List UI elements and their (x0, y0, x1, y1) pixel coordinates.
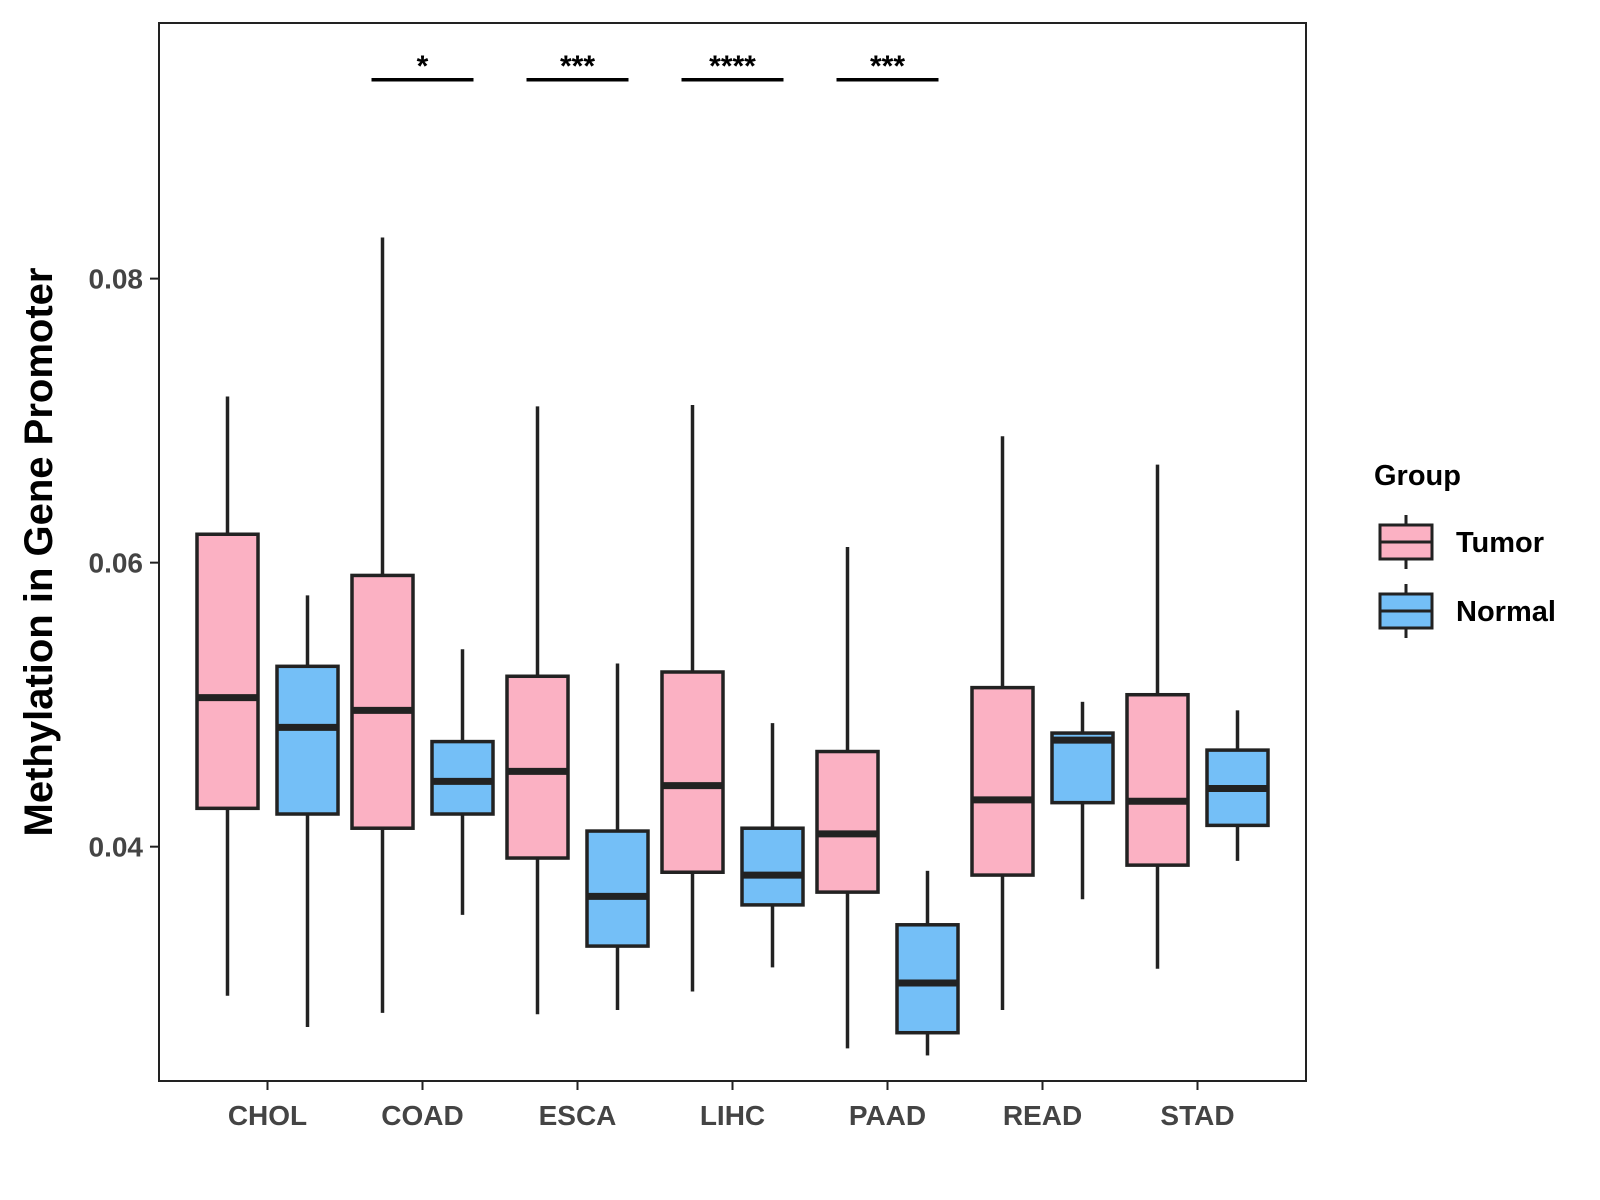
significance-annotations: * *** **** *** (371, 50, 939, 83)
x-tick-label: PAAD (849, 1100, 926, 1131)
box-normal-esca (585, 663, 650, 1010)
iqr-box (1050, 731, 1115, 805)
plot-panel (158, 22, 1307, 1082)
box-tumor-paad (815, 547, 880, 1049)
legend-item-normal: Normal (1378, 584, 1556, 638)
y-axis: 0.04 0.06 0.08 (89, 264, 159, 863)
legend-title: Group (1374, 460, 1461, 492)
x-tick-label: STAD (1160, 1100, 1234, 1131)
box-normal-stad (1205, 710, 1270, 861)
series-tumor (195, 237, 1190, 1049)
iqr-box (430, 739, 495, 816)
iqr-box (970, 685, 1035, 877)
iqr-box (585, 829, 650, 948)
x-tick-label: COAD (381, 1100, 463, 1131)
box-normal-paad (895, 870, 960, 1056)
series-normal (275, 595, 1270, 1056)
box-series (195, 237, 1270, 1056)
y-axis-label: Methylation in Gene Promoter (17, 268, 61, 837)
significance-label: **** (709, 50, 756, 83)
legend: Group Tumor Normal (1374, 460, 1556, 638)
iqr-box (660, 670, 725, 874)
x-tick-label: ESCA (539, 1100, 617, 1131)
significance-coad: * (371, 50, 474, 83)
box-tumor-coad (350, 237, 415, 1013)
box-tumor-chol (195, 396, 260, 996)
x-tick-label: READ (1003, 1100, 1082, 1131)
x-tick-label: CHOL (228, 1100, 307, 1131)
box-tumor-lihc (660, 405, 725, 992)
significance-label: *** (560, 50, 595, 83)
significance-label: * (417, 50, 429, 83)
x-axis: CHOL COAD ESCA LIHC PAAD READ STAD (228, 1081, 1235, 1131)
iqr-box (740, 826, 805, 907)
iqr-box (505, 674, 570, 860)
box-tumor-stad (1125, 464, 1190, 969)
iqr-box (195, 532, 260, 811)
box-tumor-read (970, 436, 1035, 1010)
x-tick-label: LIHC (700, 1100, 765, 1131)
iqr-box (275, 664, 340, 816)
box-normal-lihc (740, 723, 805, 968)
iqr-box (350, 573, 415, 830)
significance-lihc: **** (681, 50, 784, 83)
legend-item-tumor: Tumor (1378, 515, 1544, 569)
box-normal-coad (430, 649, 495, 915)
legend-label: Tumor (1456, 527, 1544, 559)
box-normal-read (1050, 701, 1115, 900)
legend-label: Normal (1456, 596, 1556, 628)
iqr-box (1125, 692, 1190, 867)
significance-esca: *** (526, 50, 629, 83)
significance-paad: *** (836, 50, 939, 83)
y-tick-label: 0.04 (89, 832, 144, 863)
box-normal-chol (275, 595, 340, 1028)
iqr-box (815, 749, 880, 894)
y-tick-label: 0.08 (89, 264, 144, 295)
box-tumor-esca (505, 406, 570, 1015)
y-tick-label: 0.06 (89, 548, 144, 579)
iqr-box (895, 923, 960, 1035)
significance-label: *** (870, 50, 905, 83)
